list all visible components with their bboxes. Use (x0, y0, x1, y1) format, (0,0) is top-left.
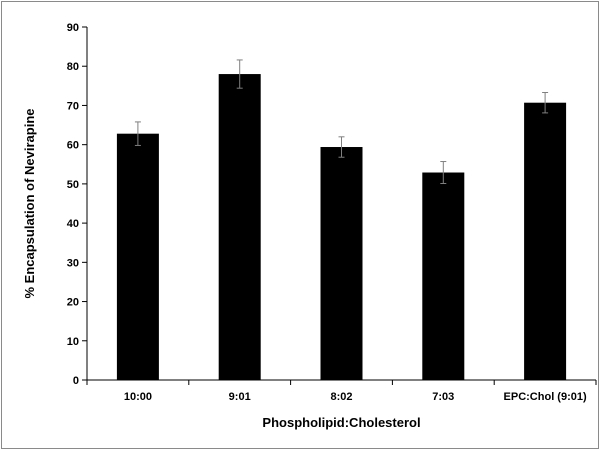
x-axis-ticks: 10:00 9:01 8:02 7:03 EPC:Chol (9:01) (86, 380, 597, 403)
y-tick-label: 40 (67, 218, 79, 230)
y-tick-label: 90 (67, 22, 79, 34)
x-tick-label: 10:00 (124, 391, 152, 403)
x-tick-label: 9:01 (229, 391, 251, 403)
error-bar (236, 59, 243, 89)
y-tick-label: 50 (67, 179, 79, 191)
y-axis-title: % Encapsulation of Nevirapine (22, 109, 37, 299)
error-bar (134, 121, 141, 146)
bars (116, 59, 567, 381)
y-tick-label: 0 (73, 375, 79, 387)
error-bar (338, 136, 345, 158)
y-tick-label: 70 (67, 100, 79, 112)
y-tick-label: 10 (67, 336, 79, 348)
bar (218, 74, 261, 381)
y-tick-label: 80 (67, 61, 79, 73)
x-tick-label: 7:03 (432, 391, 454, 403)
y-axis-ticks: 0 10 20 30 40 50 60 70 80 90 (67, 22, 87, 387)
bar (116, 133, 159, 380)
y-tick-label: 20 (67, 297, 79, 309)
bar (524, 102, 567, 381)
error-bar (542, 92, 549, 114)
y-tick-label: 60 (67, 140, 79, 152)
x-tick-label: EPC:Chol (9:01) (504, 391, 587, 403)
error-bar (440, 161, 447, 184)
bar (422, 172, 465, 380)
y-tick-label: 30 (67, 257, 79, 269)
bar (320, 147, 363, 380)
x-tick-label: 8:02 (330, 391, 352, 403)
x-axis-title: Phospholipid:Cholesterol (262, 415, 420, 430)
